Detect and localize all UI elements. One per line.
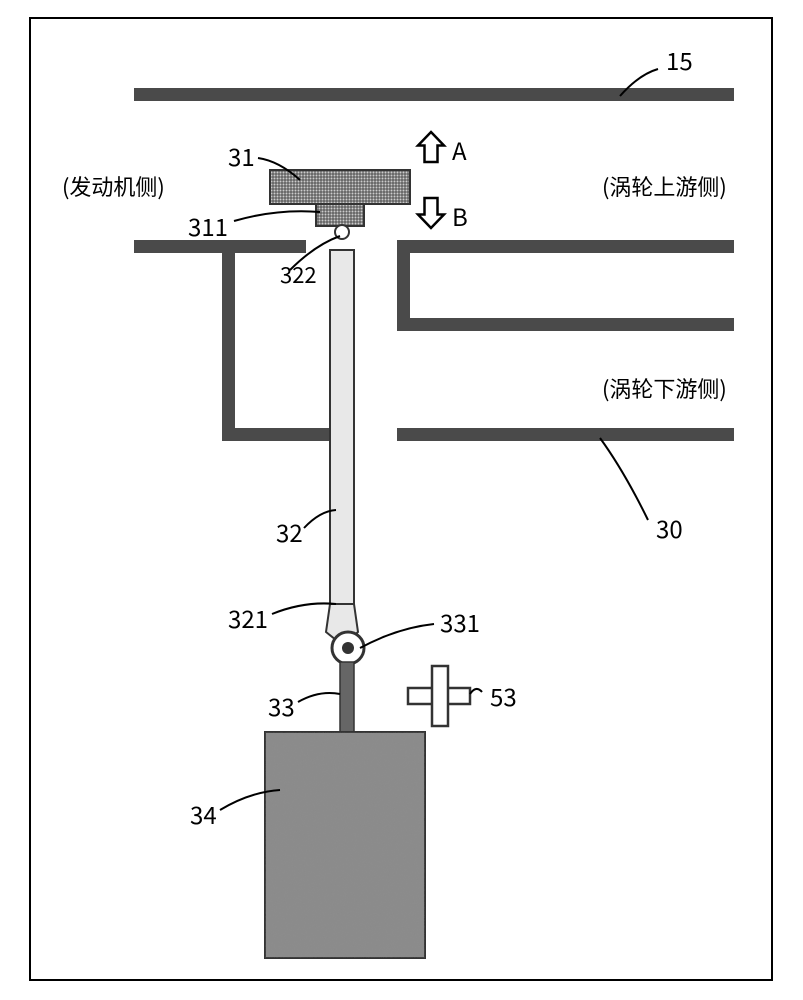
ref-331: 331	[440, 604, 480, 639]
figure-canvas: (发动机侧) (涡轮上游侧) (涡轮下游侧) A B 15 31 311 322…	[0, 0, 803, 1000]
ref-53: 53	[490, 678, 517, 713]
ref-311: 311	[188, 208, 228, 243]
ref-15: 15	[666, 42, 693, 77]
ref-34: 34	[190, 796, 217, 831]
label-turbine-downstream: (涡轮下游侧)	[602, 372, 727, 404]
ref-321: 321	[228, 600, 268, 635]
label-arrow-a: A	[452, 132, 467, 167]
label-turbine-upstream: (涡轮上游侧)	[602, 170, 727, 202]
ref-30: 30	[656, 510, 683, 545]
label-engine-side: (发动机侧)	[62, 170, 165, 202]
ref-31: 31	[228, 138, 255, 173]
svg-layer	[0, 0, 803, 1000]
ref-32: 32	[276, 514, 303, 549]
ref-322: 322	[280, 258, 317, 290]
label-arrow-b: B	[452, 198, 468, 233]
ref-33: 33	[268, 688, 295, 723]
